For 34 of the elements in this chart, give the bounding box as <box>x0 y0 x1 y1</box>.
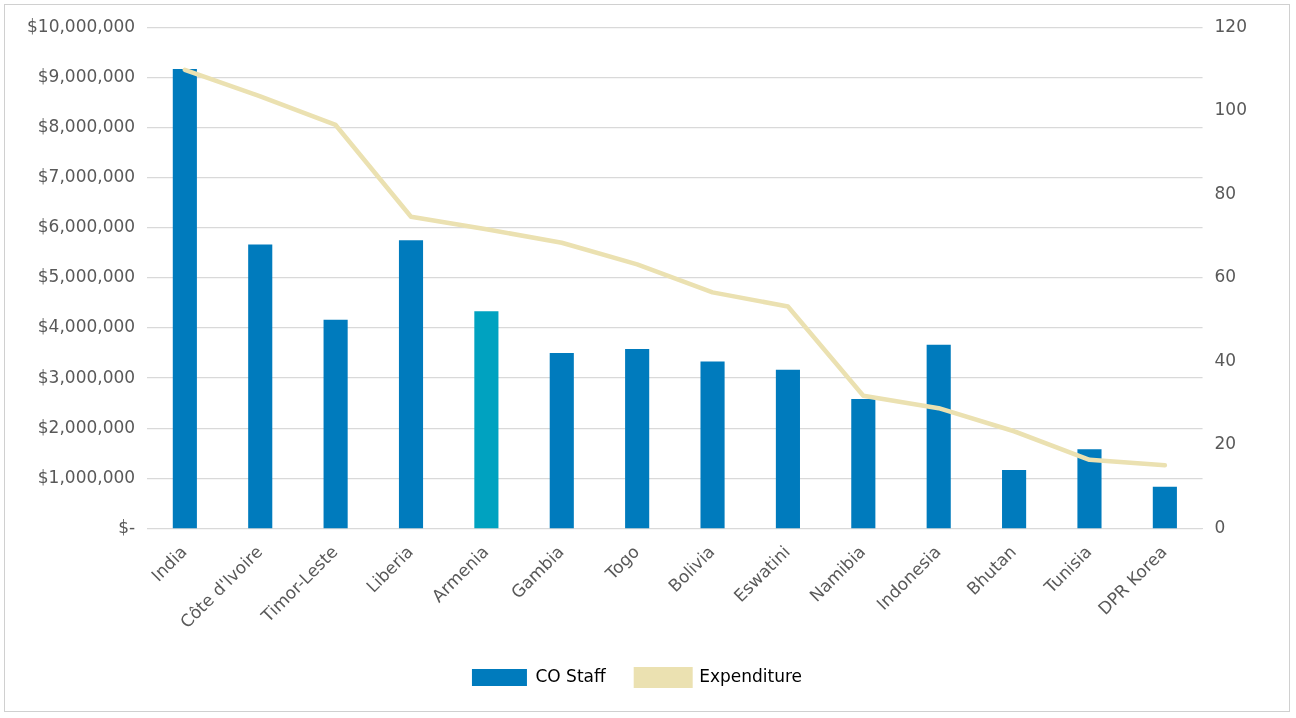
bar <box>248 244 273 529</box>
bar <box>775 369 800 529</box>
bar <box>1002 470 1027 529</box>
y-tick-label: $2,000,000 <box>37 416 136 437</box>
y2-tick-label: 60 <box>1214 266 1237 287</box>
bar <box>323 319 348 529</box>
y-tick-label: $6,000,000 <box>37 216 136 237</box>
y-tick-label: $8,000,000 <box>37 115 136 136</box>
y-tick-label: $10,000,000 <box>26 15 136 36</box>
y-tick-label: $4,000,000 <box>37 316 136 337</box>
bar <box>398 240 424 529</box>
bar <box>1077 449 1102 529</box>
bar <box>851 399 876 529</box>
bar <box>1152 486 1177 529</box>
legend-label: CO Staff <box>535 665 607 686</box>
y2-tick-label: 80 <box>1214 182 1237 203</box>
y-tick-label: $3,000,000 <box>37 366 136 387</box>
bar <box>549 353 574 529</box>
bar <box>172 68 197 529</box>
bar <box>474 311 499 529</box>
legend-label: Expenditure <box>699 665 803 686</box>
y2-tick-label: 40 <box>1214 349 1237 370</box>
y2-tick-label: 120 <box>1214 15 1248 36</box>
y-tick-label: $1,000,000 <box>37 466 136 487</box>
bar <box>926 344 951 529</box>
y-tick-label: $9,000,000 <box>37 65 136 86</box>
y2-tick-label: 0 <box>1214 516 1226 537</box>
bar <box>625 348 650 529</box>
y-tick-label: $5,000,000 <box>37 266 136 287</box>
y2-tick-label: 100 <box>1214 99 1248 120</box>
y2-tick-label: 20 <box>1214 433 1237 454</box>
y-tick-label: $- <box>118 516 136 537</box>
bar <box>700 361 725 529</box>
y-tick-label: $7,000,000 <box>37 166 136 187</box>
